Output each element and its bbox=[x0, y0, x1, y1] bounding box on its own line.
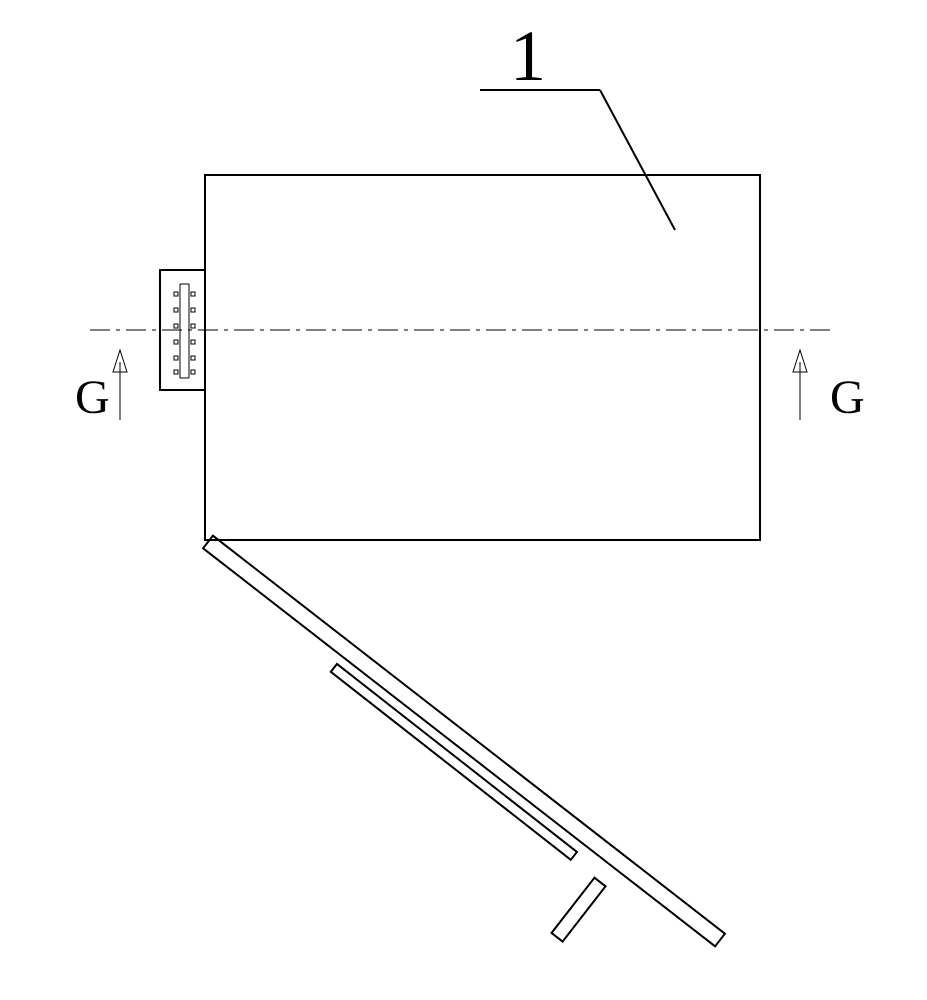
technical-diagram bbox=[0, 0, 927, 1000]
section-label-g-right: G bbox=[830, 370, 865, 425]
callout-label-1: 1 bbox=[510, 15, 546, 98]
section-label-g-left: G bbox=[75, 370, 110, 425]
